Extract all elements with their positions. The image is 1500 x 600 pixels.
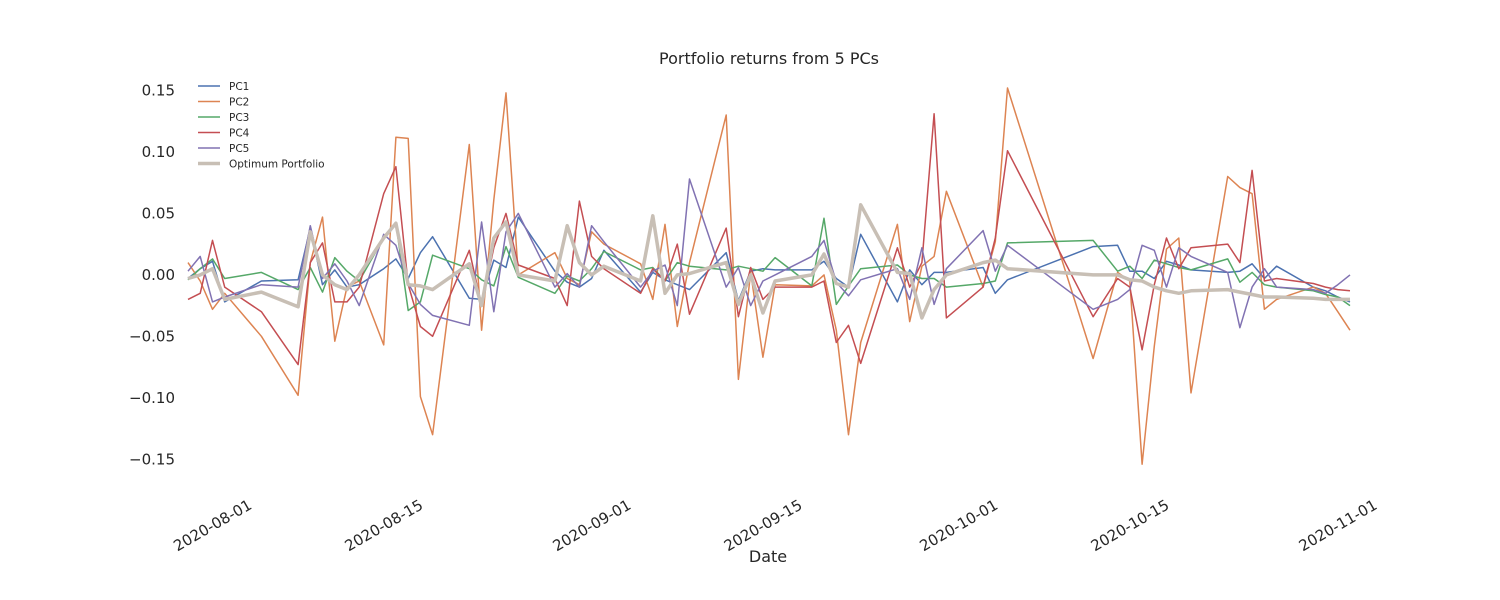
y-tick-label: −0.10 (129, 389, 175, 407)
legend-label: PC4 (229, 128, 250, 140)
y-tick-label: −0.15 (129, 450, 175, 468)
y-tick-label: 0.05 (142, 204, 175, 222)
legend-label: PC5 (229, 143, 249, 155)
x-tick-label: 2020-11-01 (1296, 496, 1381, 555)
series-line-optimum-portfolio (187, 203, 1350, 320)
y-tick-label: 0.15 (142, 81, 175, 99)
y-tick-label: 0.00 (142, 266, 175, 284)
y-axis: 0.15 0.10 0.05 0.00 −0.05 −0.10 −0.15 (129, 81, 175, 468)
series-line-pc5 (187, 178, 1351, 329)
x-tick-label: 2020-08-15 (342, 496, 427, 555)
legend: PC1 PC2 PC3 PC4 PC5 Optimum Portfolio (198, 81, 325, 171)
legend-label: PC3 (229, 112, 249, 124)
y-tick-label: −0.05 (129, 327, 175, 345)
series-line-pc2 (187, 87, 1351, 465)
legend-label: PC1 (229, 81, 249, 93)
y-tick-label: 0.10 (142, 143, 175, 161)
legend-label: PC2 (229, 97, 249, 109)
x-tick-label: 2020-09-01 (550, 496, 635, 555)
x-axis-label: Date (749, 547, 787, 566)
chart-title: Portfolio returns from 5 PCs (659, 49, 879, 68)
series-line-pc4 (187, 113, 1351, 366)
x-tick-label: 2020-10-01 (917, 496, 1002, 555)
x-tick-label: 2020-08-01 (170, 496, 255, 555)
plot-area (187, 87, 1351, 465)
legend-label: Optimum Portfolio (229, 159, 325, 171)
x-tick-label: 2020-10-15 (1088, 496, 1173, 555)
